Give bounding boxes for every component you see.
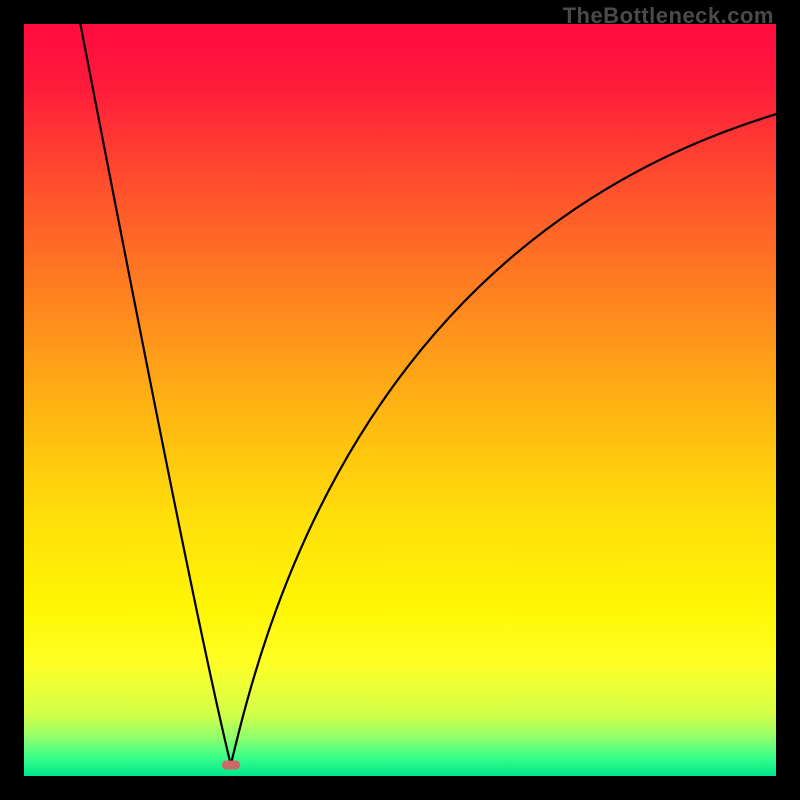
watermark-text: TheBottleneck.com [563, 3, 774, 29]
bottleneck-curve [24, 24, 776, 776]
curve-path [80, 24, 776, 765]
optimal-point-marker [222, 760, 240, 769]
plot-area [24, 24, 776, 776]
